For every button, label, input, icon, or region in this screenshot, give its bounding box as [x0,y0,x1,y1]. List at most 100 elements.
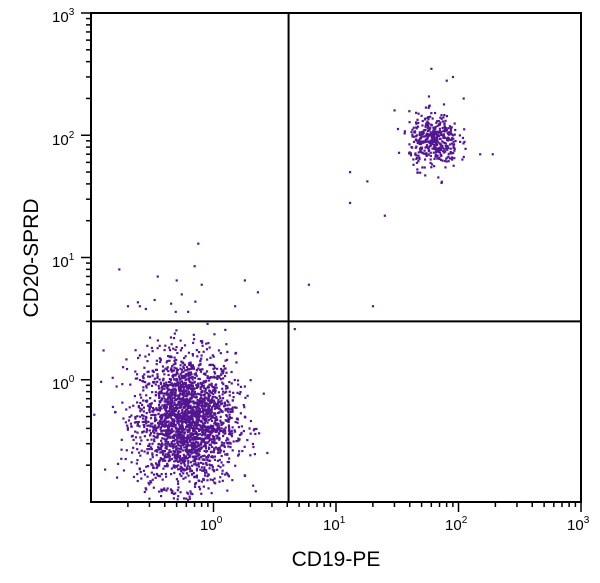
data-point [197,403,201,406]
data-point [207,487,210,490]
data-point [141,431,144,434]
data-point [248,427,251,430]
data-point [194,373,197,376]
data-point [209,478,212,481]
data-point [165,403,168,406]
data-point [136,431,139,434]
data-point [185,426,188,429]
data-point [142,414,145,417]
data-point [192,448,195,451]
data-point [215,415,218,419]
data-point [196,436,200,440]
data-point [182,458,185,462]
data-point [214,389,217,392]
y-tick-label: 103 [52,7,75,26]
data-point [216,377,219,380]
data-point [225,471,228,475]
data-point [225,390,228,393]
data-point [206,376,210,379]
data-point [199,455,203,459]
data-point [155,449,158,452]
data-point [220,399,223,402]
data-point [158,387,161,390]
data-point [219,367,223,371]
data-point [213,333,216,336]
data-point [185,408,188,411]
data-point [445,128,449,131]
data-point [371,305,375,308]
data-point [163,449,166,453]
data-point [140,408,143,411]
data-point [165,386,168,389]
data-point [156,347,159,350]
data-point [175,384,179,387]
data-point [162,452,165,455]
data-point [449,131,452,135]
data-point [195,349,198,352]
data-point [164,407,168,410]
data-point [216,468,219,471]
data-point [207,447,211,450]
y-axis-title: CD20-SPRD [20,198,43,317]
data-point [158,390,161,394]
data-point [170,424,174,427]
data-point [205,402,208,405]
data-point [191,382,194,385]
data-point [201,368,204,371]
data-point [215,404,218,407]
data-point [430,112,433,115]
data-point [156,426,159,430]
data-point [170,402,173,405]
data-point [236,421,239,424]
data-point [172,492,175,495]
data-point [225,439,228,442]
data-point [424,124,427,127]
data-point [449,129,453,132]
data-point [192,451,196,454]
data-point [180,466,184,470]
data-point [160,451,163,454]
data-point [189,405,192,408]
data-point [408,143,411,146]
data-point [151,410,154,413]
data-point [168,396,171,399]
data-point [176,380,179,384]
data-point [162,382,166,385]
data-point [211,386,214,389]
data-point [225,371,228,374]
data-point [213,390,216,393]
data-point [205,408,208,411]
data-point [160,473,163,476]
data-point [187,390,191,394]
data-point [202,485,205,488]
data-point [427,146,430,149]
data-point [166,366,169,369]
data-point [187,461,190,464]
data-point [145,428,148,431]
data-point [185,417,188,420]
data-point [202,440,205,443]
data-point [229,446,232,449]
data-point [189,371,193,374]
data-point [170,491,174,495]
data-point [185,366,189,369]
data-point [124,457,127,461]
data-point [307,283,311,286]
data-point [158,396,161,400]
data-point [204,373,207,376]
data-point [209,443,213,446]
data-point [246,438,249,442]
data-point [160,426,163,429]
data-point [159,391,162,394]
data-point [181,422,184,425]
data-point [175,433,178,437]
data-point [216,367,219,370]
y-tick-label: 101 [52,252,75,271]
data-point [223,401,227,404]
data-point [233,378,236,382]
data-point [203,415,206,418]
data-point [194,443,197,447]
data-point [214,430,217,434]
data-point [205,471,208,474]
data-point [204,389,207,393]
